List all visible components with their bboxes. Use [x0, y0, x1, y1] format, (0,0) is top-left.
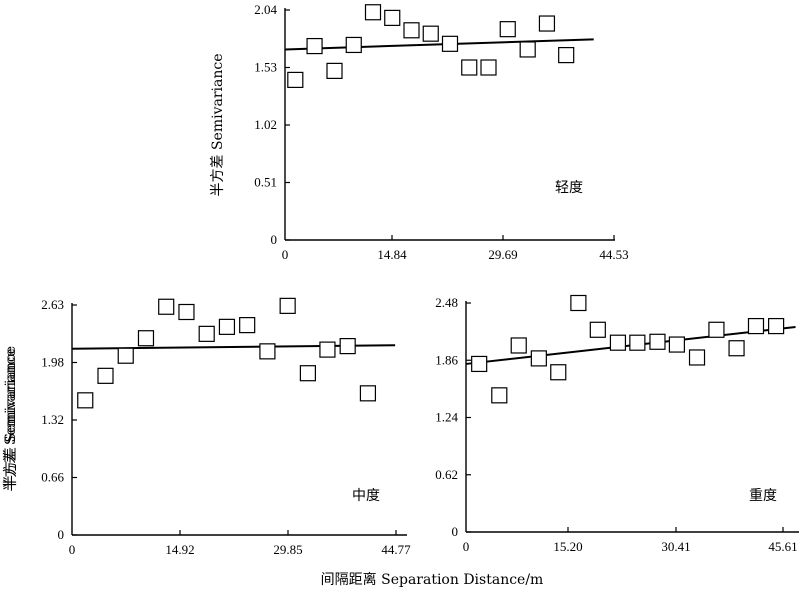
- data-point: [239, 317, 256, 334]
- x-tick-label: 0: [282, 247, 289, 262]
- data-point: [403, 22, 420, 39]
- x-tick-label: 14.84: [377, 247, 407, 262]
- data-point: [550, 364, 567, 381]
- data-point: [326, 62, 343, 79]
- panel-label: 中度: [352, 488, 380, 504]
- panel-label: 重度: [749, 488, 777, 504]
- data-point: [688, 349, 706, 366]
- data-point: [768, 317, 785, 335]
- data-point: [178, 303, 195, 321]
- data-point: [491, 387, 508, 404]
- y-axis-title: 半方差 Semivariance: [210, 54, 226, 197]
- data-point: [384, 9, 401, 26]
- chart-panel-3: 0 0.62 1.24 1.86 2.48 0 15.20 30.41 45.61 半方差 Sem…: [3, 294, 799, 554]
- y-tick-label: 1.32: [41, 412, 64, 427]
- y-tick-label: 0.66: [41, 470, 64, 485]
- x-axis-title: 间隔距离 Separation Distance/m: [321, 571, 544, 588]
- data-point: [306, 37, 323, 55]
- data-point: [461, 59, 478, 76]
- data-point: [558, 46, 575, 64]
- data-point: [299, 365, 316, 382]
- data-point: [519, 41, 536, 58]
- y-tick-label: 0.51: [254, 175, 277, 190]
- data-point: [287, 71, 304, 89]
- data-point: [77, 392, 94, 409]
- y-tick-label: 0.62: [435, 467, 458, 482]
- data-point: [218, 318, 236, 335]
- data-point: [728, 340, 745, 357]
- x-tick-label: 14.92: [165, 542, 194, 557]
- data-point: [589, 321, 606, 338]
- y-tick-label: 1.86: [435, 352, 458, 367]
- data-point: [259, 343, 276, 360]
- data-point: [747, 317, 765, 335]
- data-point: [668, 336, 686, 353]
- x-tick-label: 29.69: [488, 247, 517, 262]
- y-tick-label: 1.53: [254, 60, 277, 75]
- chart-panel-2: 0 0.66 1.32 1.98 2.63 0 14.92 29.85 44.77 半方差 Sem…: [3, 297, 411, 557]
- y-axis-title: 半方差 Semivariance: [3, 349, 19, 492]
- data-point: [339, 338, 356, 355]
- y-tick-label: 2.63: [41, 297, 64, 312]
- data-point: [649, 333, 666, 350]
- x-tick-label: 29.85: [273, 542, 302, 557]
- x-tick-label: 45.61: [768, 539, 797, 554]
- data-point: [198, 325, 215, 342]
- data-point: [530, 350, 547, 367]
- x-tick-label: 30.41: [661, 539, 690, 554]
- data-point: [422, 25, 439, 42]
- data-point: [609, 334, 627, 351]
- y-tick-label: 0: [271, 232, 278, 247]
- data-point: [158, 298, 175, 315]
- data-point: [570, 294, 587, 312]
- y-tick-label: 1.98: [41, 355, 64, 370]
- data-point: [97, 367, 114, 384]
- y-tick-label: 2.48: [435, 295, 458, 310]
- data-point: [117, 347, 134, 364]
- y-tick-label: 0: [452, 524, 459, 539]
- data-point: [538, 15, 556, 32]
- x-tick-label: 44.53: [599, 247, 628, 262]
- data-point: [279, 297, 296, 314]
- x-tick-label: 0: [463, 539, 470, 554]
- data-point: [137, 330, 155, 347]
- data-point: [629, 334, 646, 351]
- panel-label: 轻度: [555, 180, 583, 196]
- data-point: [708, 321, 725, 338]
- y-tick-label: 1.24: [435, 410, 458, 425]
- data-point: [510, 337, 527, 354]
- x-tick-label: 44.77: [381, 542, 411, 557]
- data-point: [345, 36, 362, 54]
- x-tick-label: 0: [69, 542, 76, 557]
- data-point: [319, 341, 336, 358]
- data-point: [359, 385, 377, 402]
- y-axis-title: 半方差 Semivariance: [3, 346, 19, 489]
- data-point: [499, 21, 516, 38]
- trend-line: [284, 38, 594, 51]
- y-tick-label: 0: [58, 527, 65, 542]
- chart-panel-1: 0 0.51 1.02 1.53 2.04 0 14.84 29.69 44.53 半方差 Sem…: [210, 2, 629, 262]
- x-tick-label: 15.20: [553, 539, 582, 554]
- y-tick-label: 1.02: [254, 117, 277, 132]
- data-point: [471, 355, 488, 373]
- data-point: [441, 35, 459, 52]
- data-point: [480, 59, 497, 76]
- y-tick-label: 2.04: [254, 2, 277, 17]
- data-point: [364, 4, 382, 21]
